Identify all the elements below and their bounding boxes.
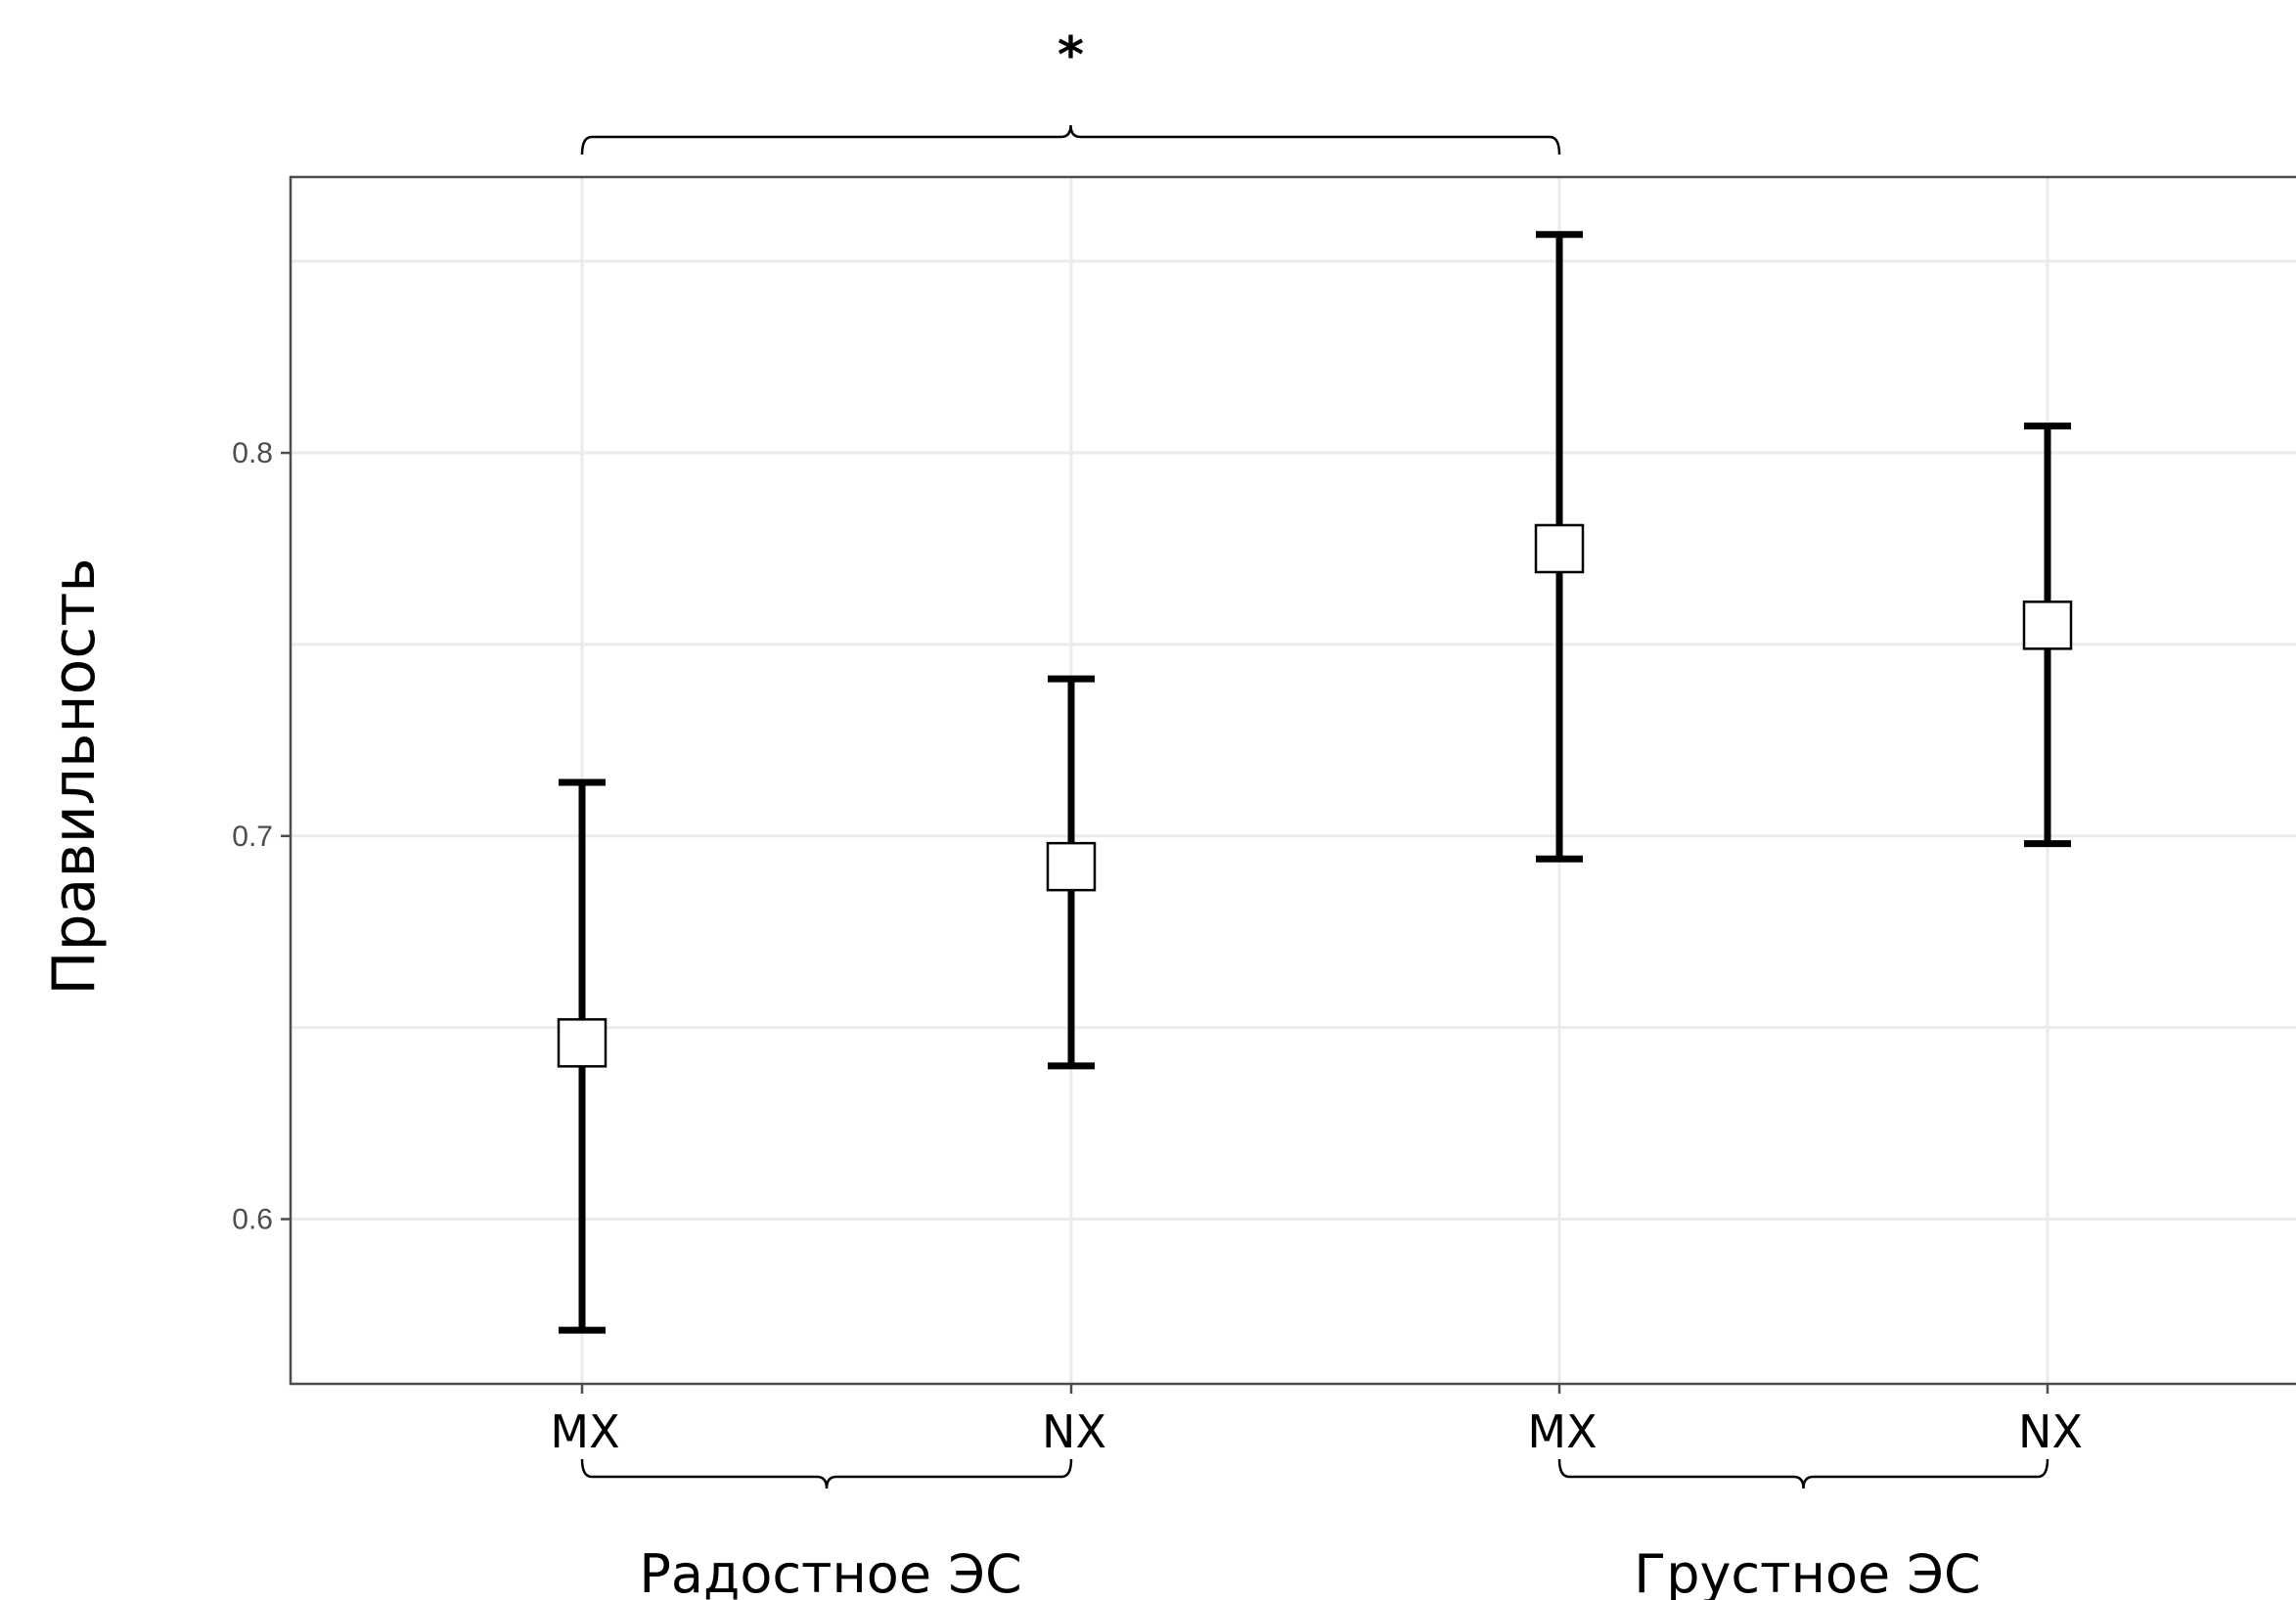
x-tick-label: MX — [1527, 1405, 1597, 1458]
group-label: Грустное ЭС — [1634, 1543, 1980, 1600]
y-tick-label: 0.8 — [232, 437, 273, 469]
y-tick-label: 0.6 — [232, 1204, 273, 1236]
data-point — [1048, 843, 1095, 890]
data-point — [1536, 525, 1583, 572]
x-axis: MX NX MX NX — [550, 1384, 2083, 1458]
y-tick-label: 0.7 — [232, 821, 273, 853]
y-axis-title: Правильность — [40, 557, 109, 995]
data-point — [559, 1019, 606, 1066]
y-axis: 0.6 0.7 0.8 — [232, 437, 291, 1235]
group-bracket — [582, 1459, 1071, 1489]
data-layer — [559, 235, 2071, 1330]
significance-bracket — [582, 125, 1559, 155]
x-tick-label: NX — [2018, 1405, 2083, 1458]
group-label: Радостное ЭС — [639, 1543, 1021, 1600]
x-tick-label: MX — [550, 1405, 619, 1458]
group-bracket — [1559, 1459, 2048, 1489]
x-tick-label: NX — [1042, 1405, 1106, 1458]
significance-label: * — [1058, 26, 1084, 85]
data-point — [2024, 601, 2071, 648]
